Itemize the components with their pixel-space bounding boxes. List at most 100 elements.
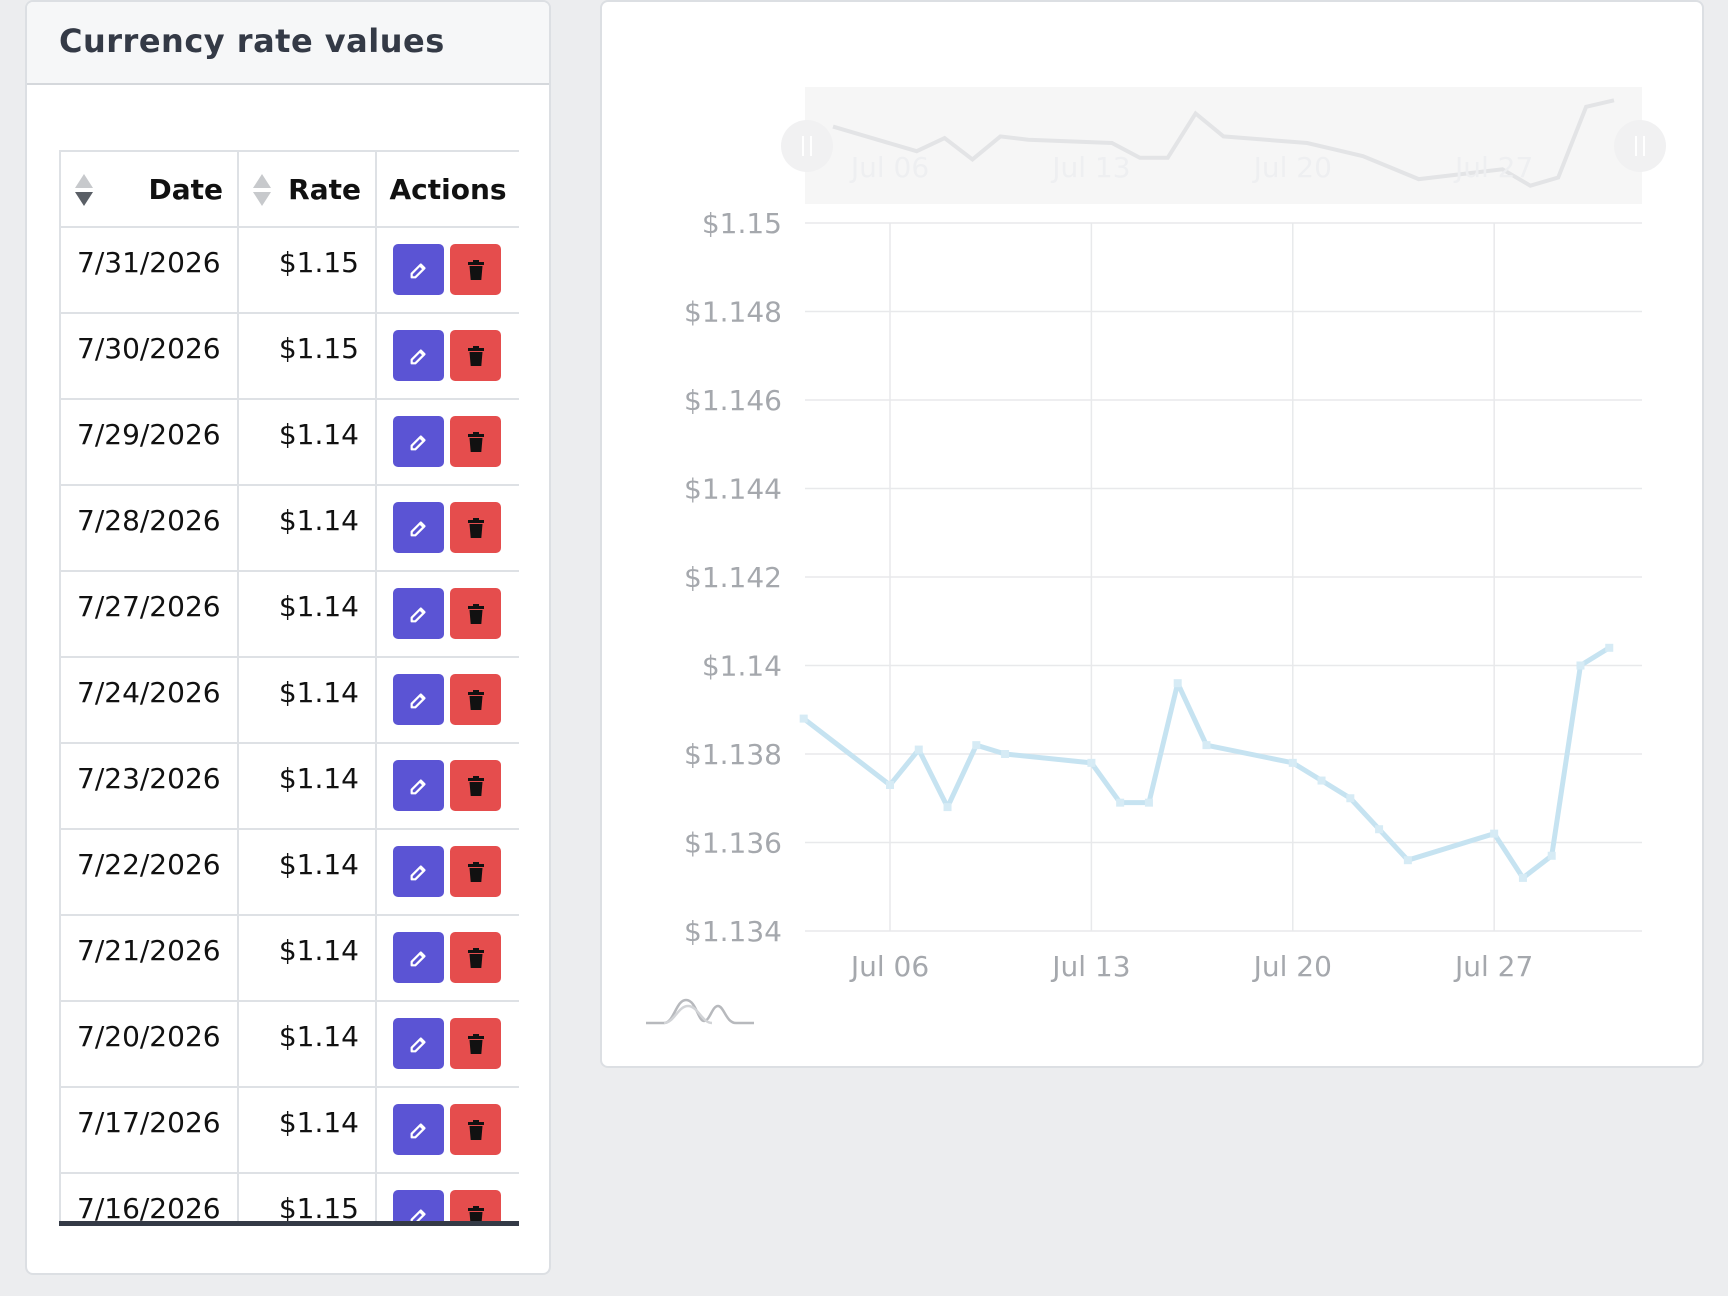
y-tick-label: $1.15 [702,207,782,240]
row-actions [375,656,519,744]
data-point [914,745,923,754]
y-tick-label: $1.138 [684,738,782,771]
delete-button[interactable] [450,588,501,639]
delete-button[interactable] [450,244,501,295]
row-actions [375,312,519,400]
row-actions [375,1086,519,1174]
edit-button[interactable] [393,1104,444,1155]
data-point [886,780,894,789]
table-row: 7/30/2026 $1.15 [59,312,519,400]
edit-button[interactable] [393,846,444,897]
row-rate: $1.15 [237,1172,377,1221]
edit-button[interactable] [393,330,444,381]
data-point [1288,758,1297,767]
rates-table-scroll[interactable]: Date Rate Actions 7/31/2026 $1.15 7/30/202… [59,150,519,1226]
date-column-header[interactable]: Date [59,150,239,228]
x-tick-label: Jul 06 [849,950,929,983]
sort-desc-icon[interactable] [75,174,93,210]
delete-button[interactable] [450,502,501,553]
delete-button[interactable] [450,760,501,811]
table-row: 7/28/2026 $1.14 [59,484,519,572]
table-row: 7/20/2026 $1.14 [59,1000,519,1088]
row-date: 7/31/2026 [59,226,239,314]
actions-header-label: Actions [389,172,507,206]
navigator-tick-label: Jul 13 [1050,151,1130,184]
table-row: 7/22/2026 $1.14 [59,828,519,916]
chart-type-icon [663,1004,713,1025]
rates-table: Date Rate Actions 7/31/2026 $1.15 7/30/202… [59,150,519,1221]
sort-icon[interactable] [253,174,271,210]
row-date: 7/27/2026 [59,570,239,658]
row-actions [375,570,519,658]
table-row: 7/27/2026 $1.14 [59,570,519,658]
edit-button[interactable] [393,416,444,467]
edit-button[interactable] [393,932,444,983]
edit-button[interactable] [393,244,444,295]
data-point [1317,776,1326,785]
edit-button[interactable] [393,1018,444,1069]
row-actions [375,1000,519,1088]
y-tick-label: $1.14 [702,650,782,683]
row-date: 7/23/2026 [59,742,239,830]
y-tick-label: $1.146 [684,384,782,417]
delete-button[interactable] [450,1190,501,1221]
delete-button[interactable] [450,846,501,897]
row-date: 7/28/2026 [59,484,239,572]
delete-button[interactable] [450,1104,501,1155]
table-header-row: Date Rate Actions [59,150,519,228]
data-point [799,714,808,723]
row-rate: $1.14 [237,914,377,1002]
table-row: 7/31/2026 $1.15 [59,226,519,314]
row-date: 7/29/2026 [59,398,239,486]
actions-column-header: Actions [375,150,519,228]
data-point [1518,873,1527,882]
navigator-handle[interactable] [781,120,833,172]
edit-button[interactable] [393,1190,444,1221]
navigator-tick-label: Jul 20 [1252,151,1332,184]
data-point [1605,643,1614,652]
chart-panel: $1.15 $1.148 $1.146 $1.144 $1.142 $1.14 $1.138… [600,0,1704,1068]
edit-button[interactable] [393,674,444,725]
rate-column-header[interactable]: Rate [237,150,377,228]
table-row: 7/29/2026 $1.14 [59,398,519,486]
delete-button[interactable] [450,416,501,467]
series-line [802,645,1611,881]
row-date: 7/24/2026 [59,656,239,744]
row-rate: $1.15 [237,226,377,314]
edit-button[interactable] [393,760,444,811]
row-actions [375,1172,519,1221]
edit-button[interactable] [393,502,444,553]
table-row: 7/16/2026 $1.15 [59,1172,519,1221]
rate-header-label: Rate [288,172,361,206]
row-date: 7/16/2026 [59,1172,239,1221]
edit-button[interactable] [393,588,444,639]
navigator-series-line [832,98,1615,188]
row-actions [375,226,519,314]
y-tick-label: $1.148 [684,296,782,329]
data-point [1547,851,1556,860]
row-actions [375,484,519,572]
row-actions [375,914,519,1002]
delete-button[interactable] [450,932,501,983]
navigator-handle[interactable] [1614,120,1666,172]
row-actions [375,742,519,830]
row-rate: $1.14 [237,742,377,830]
currency-rates-panel: Currency rate values Date Rate Actions [25,0,551,1275]
rate-line-chart: $1.15 $1.148 $1.146 $1.144 $1.142 $1.14 $1.138… [646,87,1666,1025]
delete-button[interactable] [450,674,501,725]
table-row: 7/17/2026 $1.14 [59,1086,519,1174]
panel-header: Currency rate values [27,2,549,85]
y-tick-label: $1.142 [684,561,782,594]
table-row: 7/23/2026 $1.14 [59,742,519,830]
row-rate: $1.14 [237,398,377,486]
date-header-label: Date [148,172,223,206]
table-row: 7/21/2026 $1.14 [59,914,519,1002]
row-date: 7/22/2026 [59,828,239,916]
data-point [1403,856,1412,865]
y-tick-label: $1.134 [684,915,782,948]
x-tick-label: Jul 13 [1050,950,1130,983]
data-point [1576,661,1585,670]
row-rate: $1.14 [237,656,377,744]
delete-button[interactable] [450,1018,501,1069]
delete-button[interactable] [450,330,501,381]
